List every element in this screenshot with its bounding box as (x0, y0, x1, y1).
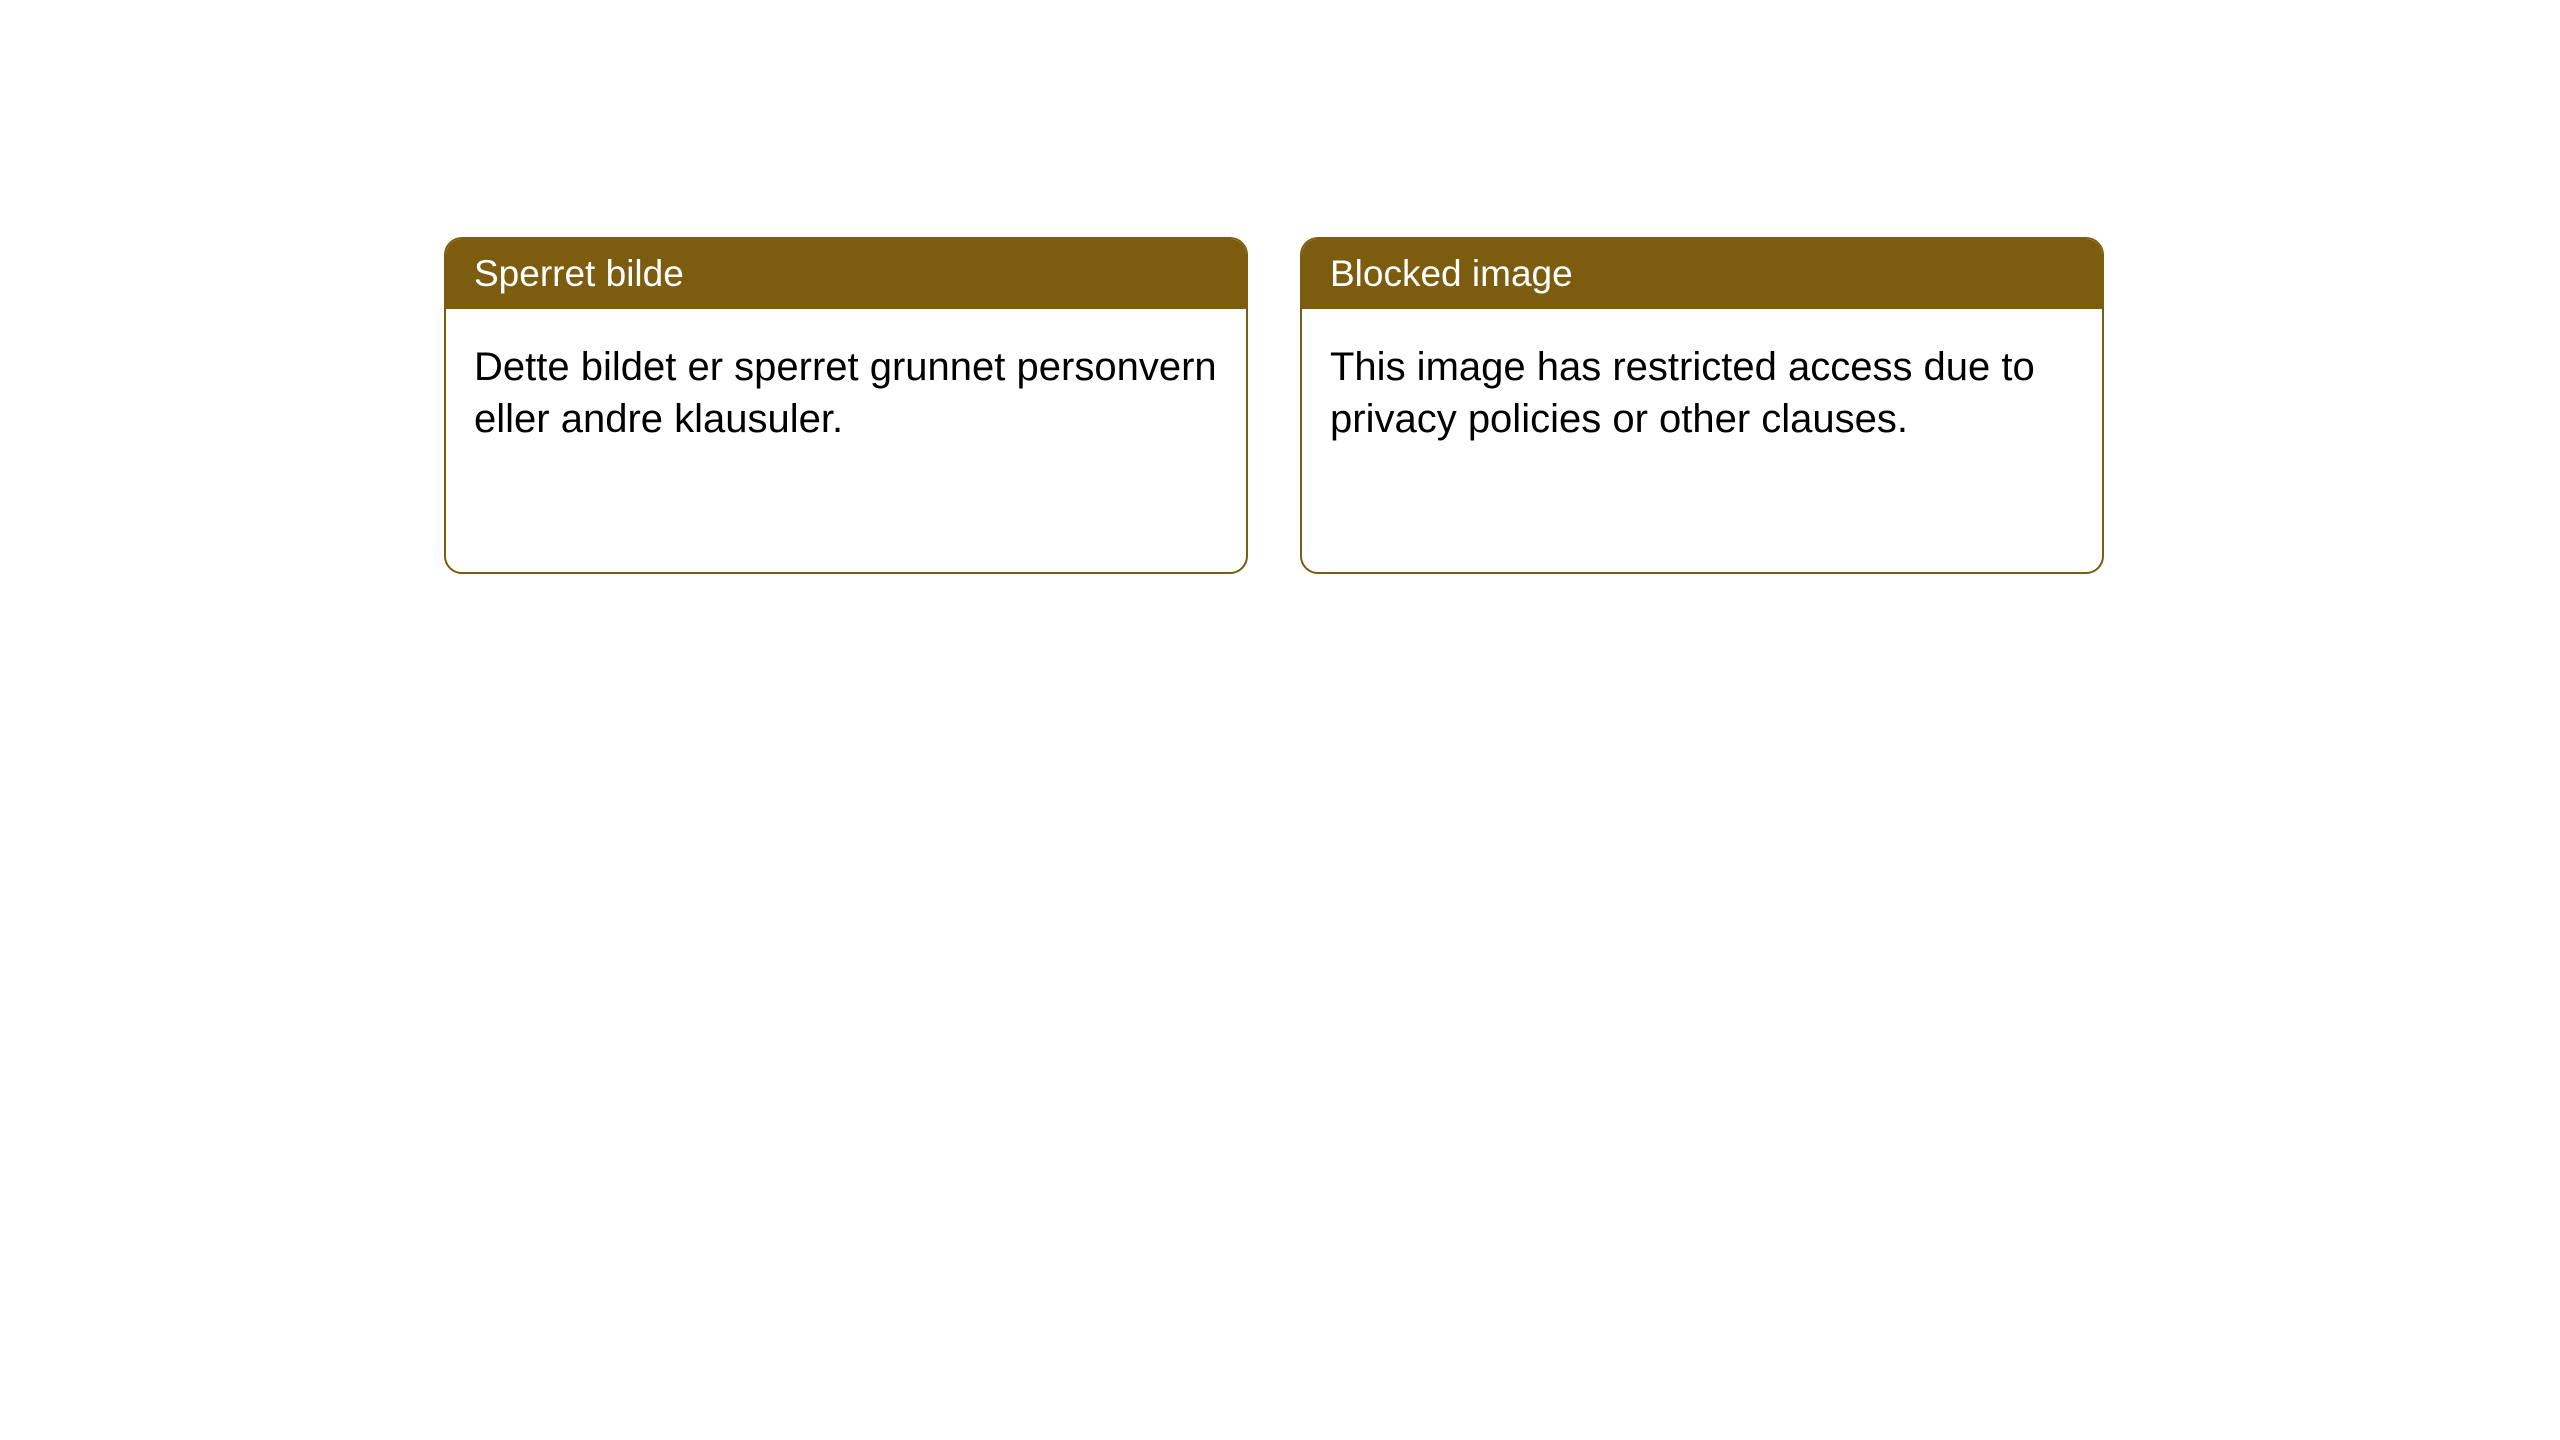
notice-card-title: Blocked image (1330, 253, 1573, 294)
notice-card-english: Blocked image This image has restricted … (1300, 237, 2104, 574)
notice-card-text: Dette bildet er sperret grunnet personve… (474, 345, 1217, 441)
notice-card-text: This image has restricted access due to … (1330, 345, 2035, 441)
notice-card-body: Dette bildet er sperret grunnet personve… (446, 309, 1246, 477)
notice-card-norwegian: Sperret bilde Dette bildet er sperret gr… (444, 237, 1248, 574)
notice-card-title: Sperret bilde (474, 253, 684, 294)
notice-card-body: This image has restricted access due to … (1302, 309, 2102, 477)
notice-container: Sperret bilde Dette bildet er sperret gr… (444, 237, 2104, 574)
notice-card-header: Blocked image (1302, 239, 2102, 309)
notice-card-header: Sperret bilde (446, 239, 1246, 309)
